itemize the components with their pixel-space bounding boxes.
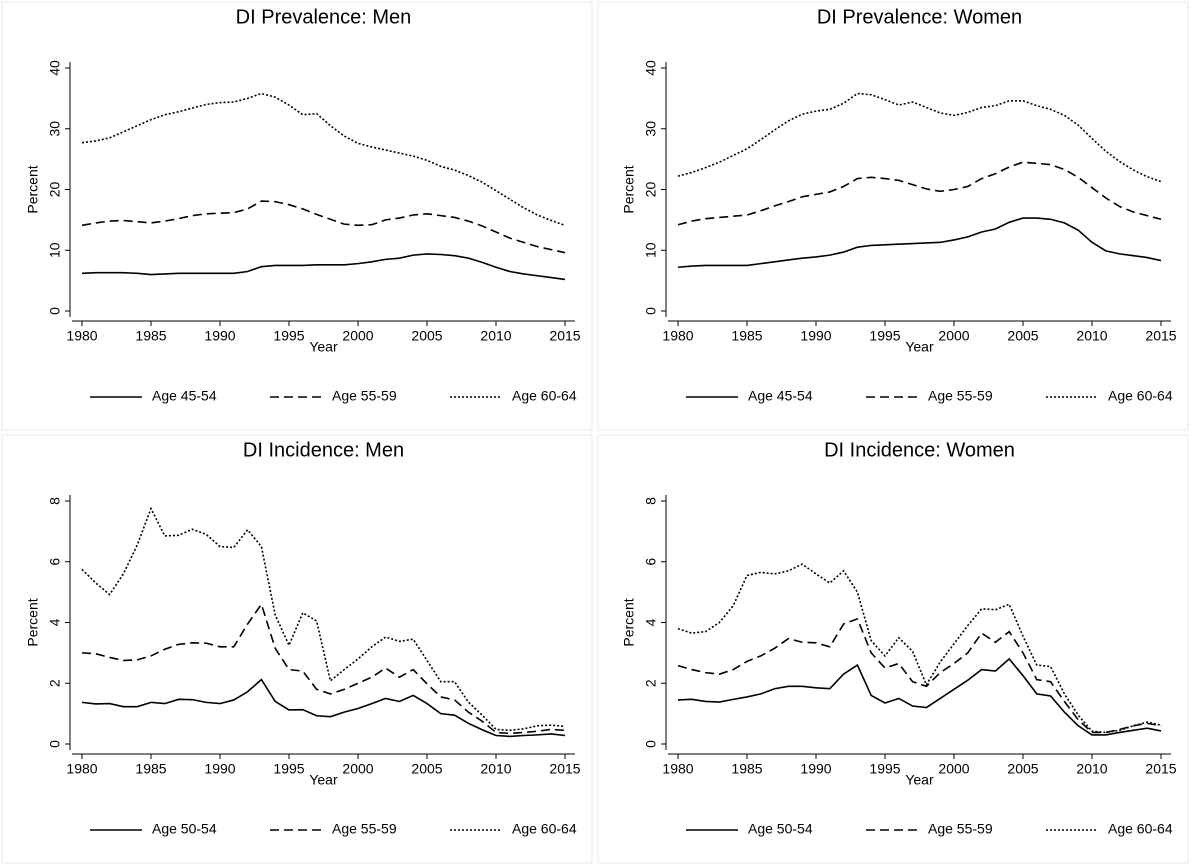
legend-label: Age 60-64 [1108, 821, 1173, 837]
x-axis-label: Year [309, 772, 338, 788]
x-tick-label: 2015 [549, 761, 580, 777]
y-tick-label: 4 [47, 618, 63, 626]
x-tick-label: 1980 [66, 328, 97, 344]
panel-border [597, 434, 1189, 864]
x-axis-label: Year [905, 772, 934, 788]
legend-label: Age 45-54 [152, 388, 217, 404]
x-tick-label: 2010 [480, 328, 511, 344]
x-tick-label: 2015 [1145, 761, 1176, 777]
y-axis-label: Percent [621, 165, 637, 213]
series-line [81, 92, 566, 227]
legend-label: Age 55-59 [332, 821, 397, 837]
series-line [677, 617, 1162, 734]
series-line [677, 161, 1162, 226]
x-tick-label: 1985 [731, 328, 762, 344]
y-tick-label: 2 [47, 679, 63, 687]
y-axis-label: Percent [621, 598, 637, 646]
y-tick-label: 20 [47, 182, 63, 198]
panel-border [597, 1, 1189, 431]
y-tick-label: 2 [643, 679, 659, 687]
y-tick-label: 10 [643, 242, 659, 258]
chart-title: DI Prevalence: Men [236, 6, 412, 28]
x-tick-label: 2010 [1076, 761, 1107, 777]
series-line [677, 92, 1162, 183]
panel-border [1, 434, 593, 864]
y-tick-label: 0 [643, 740, 659, 748]
chart-title: DI Incidence: Men [243, 439, 404, 461]
y-tick-label: 40 [47, 60, 63, 76]
x-tick-label: 1980 [662, 328, 693, 344]
series-line [677, 217, 1162, 269]
y-tick-label: 10 [47, 242, 63, 258]
x-tick-label: 2005 [411, 328, 442, 344]
series-line [81, 678, 566, 738]
y-tick-label: 0 [643, 307, 659, 315]
series-line [81, 506, 566, 732]
x-tick-label: 2000 [938, 328, 969, 344]
legend-label: Age 55-59 [928, 388, 993, 404]
panel-border [1, 1, 593, 431]
x-tick-label: 2015 [549, 328, 580, 344]
x-tick-label: 1980 [66, 761, 97, 777]
x-tick-label: 2000 [938, 761, 969, 777]
chart-title: DI Incidence: Women [824, 439, 1015, 461]
y-tick-label: 8 [47, 497, 63, 505]
y-tick-label: 20 [643, 182, 659, 198]
x-tick-label: 1990 [800, 328, 831, 344]
legend-label: Age 50-54 [748, 821, 813, 837]
y-tick-label: 0 [47, 740, 63, 748]
x-tick-label: 1985 [731, 761, 762, 777]
x-axis-label: Year [309, 339, 338, 355]
x-tick-label: 2000 [342, 328, 373, 344]
y-axis-label: Percent [25, 598, 41, 646]
x-tick-label: 2000 [342, 761, 373, 777]
x-axis-label: Year [905, 339, 934, 355]
y-tick-label: 4 [643, 618, 659, 626]
legend-label: Age 60-64 [512, 388, 577, 404]
x-tick-label: 2010 [1076, 328, 1107, 344]
x-tick-label: 2010 [480, 761, 511, 777]
y-tick-label: 40 [643, 60, 659, 76]
y-tick-label: 30 [643, 121, 659, 137]
x-tick-label: 1990 [800, 761, 831, 777]
legend-label: Age 60-64 [512, 821, 577, 837]
series-line [81, 253, 566, 281]
x-tick-label: 1995 [869, 328, 900, 344]
legend-label: Age 60-64 [1108, 388, 1173, 404]
x-tick-label: 1985 [135, 328, 166, 344]
y-axis-label: Percent [25, 165, 41, 213]
y-tick-label: 0 [47, 307, 63, 315]
x-tick-label: 1995 [869, 761, 900, 777]
x-tick-label: 2015 [1145, 328, 1176, 344]
legend-label: Age 55-59 [928, 821, 993, 837]
y-tick-label: 6 [643, 558, 659, 566]
legend-label: Age 50-54 [152, 821, 217, 837]
series-line [677, 657, 1162, 736]
x-tick-label: 1995 [273, 328, 304, 344]
x-tick-label: 1990 [204, 761, 235, 777]
x-tick-label: 1995 [273, 761, 304, 777]
x-tick-label: 1990 [204, 328, 235, 344]
x-tick-label: 1980 [662, 761, 693, 777]
x-tick-label: 2005 [1007, 761, 1038, 777]
chart-title: DI Prevalence: Women [817, 6, 1022, 28]
series-line [81, 602, 566, 735]
x-tick-label: 1985 [135, 761, 166, 777]
legend-label: Age 45-54 [748, 388, 813, 404]
y-tick-label: 30 [47, 121, 63, 137]
x-tick-label: 2005 [1007, 328, 1038, 344]
y-tick-label: 6 [47, 558, 63, 566]
x-tick-label: 2005 [411, 761, 442, 777]
y-tick-label: 8 [643, 497, 659, 505]
series-line [81, 200, 566, 254]
legend-label: Age 55-59 [332, 388, 397, 404]
